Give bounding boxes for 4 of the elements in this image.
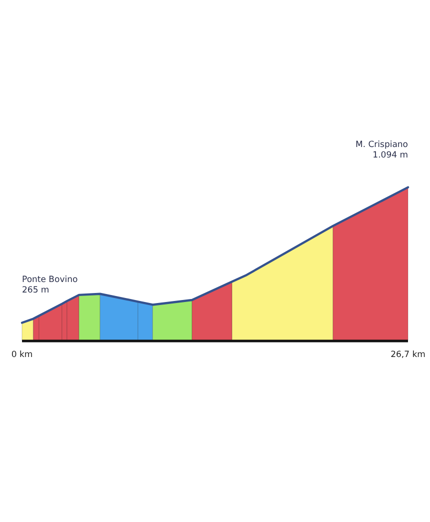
text: M. Crispiano 1.094 m [355, 140, 408, 160]
annotation: Ponte Bovino 265 m [22, 275, 78, 296]
x-tick-label: 0 km [11, 350, 33, 360]
x-tick-label: 26,7 km [390, 350, 426, 360]
